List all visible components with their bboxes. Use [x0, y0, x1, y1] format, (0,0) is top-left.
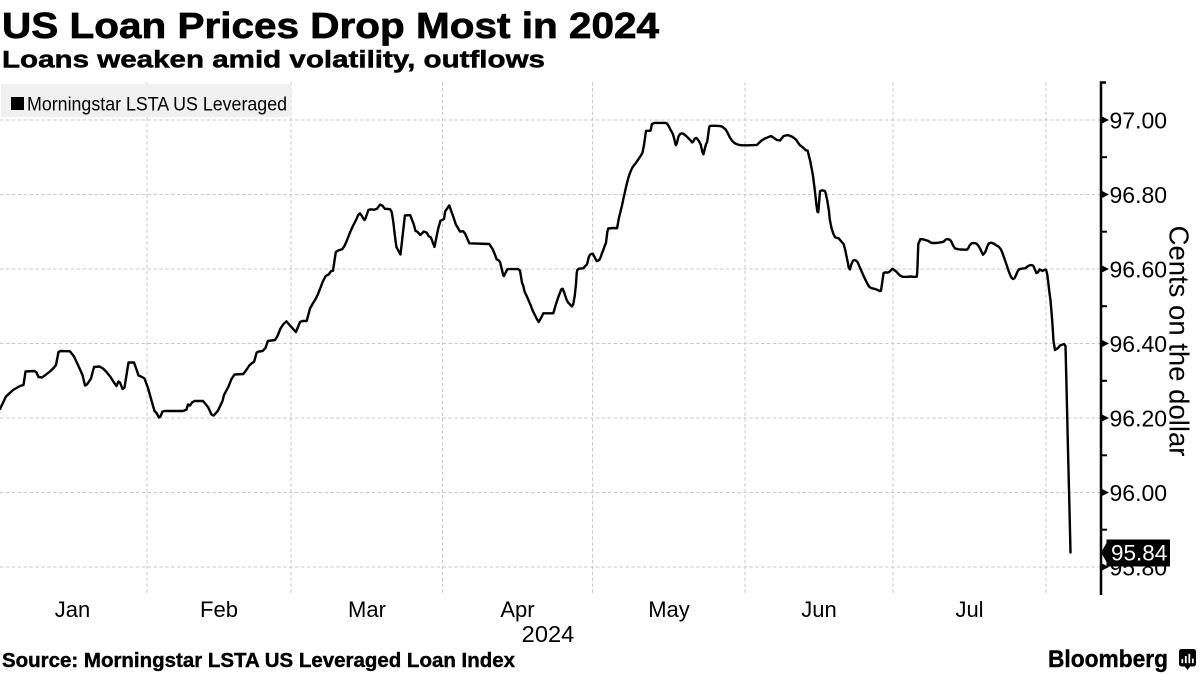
svg-text:96.60: 96.60	[1110, 256, 1168, 282]
svg-text:95.84: 95.84	[1111, 541, 1167, 566]
svg-text:96.20: 96.20	[1110, 405, 1168, 431]
svg-text:Jun: Jun	[801, 597, 836, 622]
svg-text:96.80: 96.80	[1110, 182, 1168, 208]
svg-text:US Loan Prices Drop Most in 20: US Loan Prices Drop Most in 2024	[2, 5, 659, 46]
svg-text:Mar: Mar	[348, 597, 386, 622]
svg-text:Source: Morningstar LSTA US Le: Source: Morningstar LSTA US Leveraged Lo…	[2, 650, 515, 672]
svg-text:Apr: Apr	[500, 597, 534, 622]
svg-text:Morningstar LSTA US Leveraged: Morningstar LSTA US Leveraged	[27, 94, 287, 116]
svg-text:2024: 2024	[522, 621, 575, 647]
svg-text:Jul: Jul	[955, 597, 983, 622]
svg-text:96.40: 96.40	[1110, 331, 1168, 357]
svg-text:Loans weaken amid volatility,: Loans weaken amid volatility, outflows	[2, 46, 545, 73]
svg-text:Feb: Feb	[200, 597, 238, 622]
svg-text:May: May	[648, 597, 690, 622]
svg-text:97.00: 97.00	[1110, 107, 1168, 133]
svg-text:Jan: Jan	[55, 597, 90, 622]
svg-text:Bloomberg: Bloomberg	[1048, 646, 1168, 673]
svg-text:Cents on the dollar: Cents on the dollar	[1164, 226, 1195, 457]
svg-text:96.00: 96.00	[1110, 480, 1168, 506]
